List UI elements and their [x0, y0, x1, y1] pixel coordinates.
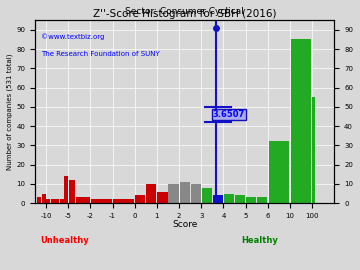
Bar [91, 199, 112, 203]
Y-axis label: Number of companies (531 total): Number of companies (531 total) [7, 53, 13, 170]
Bar [37, 197, 41, 203]
Bar [180, 182, 190, 203]
Bar [55, 199, 59, 203]
Text: Sector: Consumer Cyclical: Sector: Consumer Cyclical [125, 8, 244, 16]
Bar [59, 199, 64, 203]
Bar [291, 39, 311, 203]
Bar [269, 141, 289, 203]
X-axis label: Score: Score [172, 220, 197, 229]
Bar [64, 176, 68, 203]
Text: 3.6507: 3.6507 [213, 110, 245, 119]
Bar [83, 197, 90, 203]
Bar [191, 184, 201, 203]
Bar [135, 195, 145, 203]
Bar [157, 192, 167, 203]
Bar [76, 197, 83, 203]
Bar [68, 180, 75, 203]
Bar [257, 197, 267, 203]
Bar [113, 199, 134, 203]
Bar [202, 188, 212, 203]
Text: ©www.textbiz.org: ©www.textbiz.org [41, 33, 104, 40]
Text: The Research Foundation of SUNY: The Research Foundation of SUNY [41, 51, 160, 57]
Text: Healthy: Healthy [241, 236, 278, 245]
Text: Unhealthy: Unhealthy [41, 236, 89, 245]
Bar [46, 199, 50, 203]
Bar [235, 195, 245, 203]
Bar [146, 184, 157, 203]
Bar [51, 199, 55, 203]
Bar [42, 194, 46, 203]
Title: Z''-Score Histogram for SBH (2016): Z''-Score Histogram for SBH (2016) [93, 9, 276, 19]
Bar [312, 97, 315, 203]
Bar [168, 184, 179, 203]
Bar [213, 195, 223, 203]
Bar [224, 194, 234, 203]
Bar [246, 197, 256, 203]
